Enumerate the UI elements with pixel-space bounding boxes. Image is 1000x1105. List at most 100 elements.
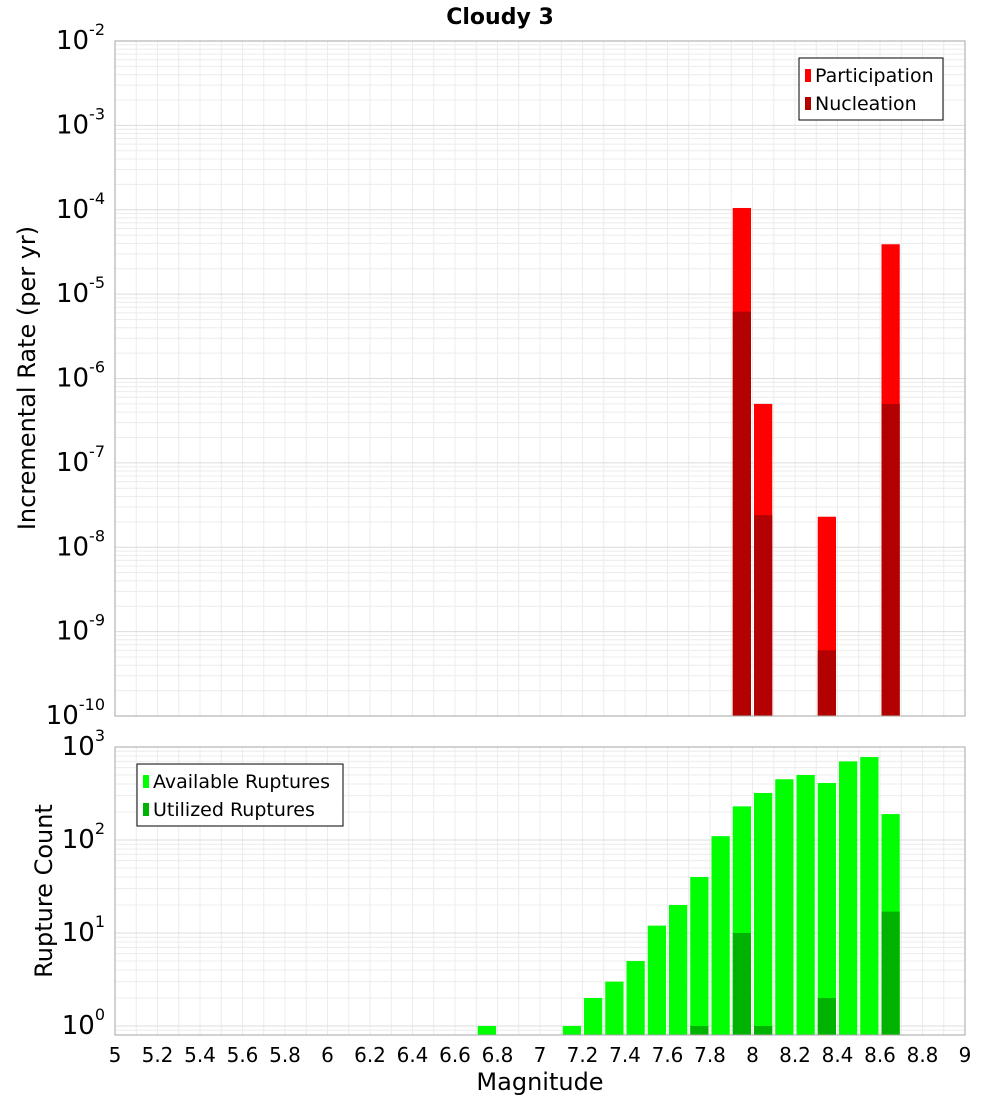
x-tick-label: 9 bbox=[959, 1043, 972, 1067]
y-tick-label: 10-7 bbox=[56, 442, 105, 478]
y-tick-exponent: -7 bbox=[89, 442, 105, 461]
bar-primary bbox=[839, 761, 858, 1035]
legend-label: Available Ruptures bbox=[153, 771, 330, 793]
x-tick-label: 6 bbox=[321, 1043, 334, 1067]
bar-secondary bbox=[754, 515, 773, 716]
y-tick-base: 10 bbox=[56, 279, 89, 309]
y-tick-label: 103 bbox=[62, 726, 105, 762]
y-tick-label: 100 bbox=[62, 1005, 105, 1041]
y-tick-exponent: -3 bbox=[89, 104, 105, 123]
y-tick-exponent: -10 bbox=[79, 695, 105, 714]
y-tick-label: 10-3 bbox=[56, 104, 105, 140]
x-tick-label: 6.2 bbox=[354, 1043, 386, 1067]
y-tick-base: 10 bbox=[56, 617, 89, 647]
y-tick-label: 10-2 bbox=[56, 20, 105, 56]
legend-label: Nucleation bbox=[815, 93, 917, 115]
x-tick-label: 7.6 bbox=[652, 1043, 684, 1067]
y-tick-exponent: -4 bbox=[89, 189, 105, 208]
legend-box bbox=[798, 57, 944, 121]
x-tick-label: 5.4 bbox=[184, 1043, 216, 1067]
y-tick-label: 10-10 bbox=[46, 695, 105, 731]
legend-label: Participation bbox=[815, 65, 934, 87]
y-tick-exponent: -5 bbox=[89, 273, 105, 292]
y-tick-exponent: -8 bbox=[89, 526, 105, 545]
bar-primary bbox=[754, 793, 773, 1035]
bar-primary bbox=[711, 836, 730, 1035]
x-tick-label: 7.2 bbox=[567, 1043, 599, 1067]
y-tick-base: 10 bbox=[56, 364, 89, 394]
bar-primary bbox=[647, 925, 666, 1035]
bars bbox=[732, 207, 900, 717]
y-tick-base: 10 bbox=[56, 448, 89, 478]
x-tick-label: 8.8 bbox=[907, 1043, 939, 1067]
y-tick-exponent: 1 bbox=[95, 912, 105, 931]
plot-border bbox=[114, 746, 966, 1036]
y-axis-title: Incremental Rate (per yr) bbox=[13, 226, 41, 530]
y-tick-exponent: 3 bbox=[95, 726, 105, 745]
legend: Available Ruptures Utilized Ruptures bbox=[136, 763, 344, 827]
y-axis-title: Rupture Count bbox=[30, 804, 58, 978]
y-tick-exponent: -9 bbox=[89, 611, 105, 630]
bar-secondary bbox=[732, 311, 751, 716]
y-tick-label: 102 bbox=[62, 819, 105, 855]
y-tick-base: 10 bbox=[62, 825, 95, 855]
legend-swatch bbox=[143, 775, 149, 788]
x-tick-label: 7.8 bbox=[694, 1043, 726, 1067]
x-tick-label: 6.6 bbox=[439, 1043, 471, 1067]
y-tick-base: 10 bbox=[56, 195, 89, 225]
x-tick-label: 5.8 bbox=[269, 1043, 301, 1067]
bar-secondary bbox=[817, 997, 836, 1035]
y-tick-base: 10 bbox=[56, 532, 89, 562]
legend: Participation Nucleation bbox=[798, 57, 944, 121]
legend-label: Utilized Ruptures bbox=[153, 799, 315, 821]
y-tick-base: 10 bbox=[62, 732, 95, 762]
x-tick-label: 5 bbox=[109, 1043, 122, 1067]
y-tick-exponent: -6 bbox=[89, 358, 105, 377]
y-tick-base: 10 bbox=[46, 701, 79, 731]
x-tick-label: 7.4 bbox=[609, 1043, 641, 1067]
x-tick-label: 8.4 bbox=[822, 1043, 854, 1067]
bar-secondary bbox=[817, 650, 836, 716]
y-tick-base: 10 bbox=[56, 110, 89, 140]
bar-secondary bbox=[690, 1025, 709, 1035]
bar-primary bbox=[775, 779, 794, 1035]
bar-primary bbox=[690, 877, 709, 1035]
x-tick-label: 8 bbox=[746, 1043, 759, 1067]
y-tick-exponent: 0 bbox=[95, 1005, 105, 1024]
y-tick-base: 10 bbox=[62, 918, 95, 948]
x-tick-label: 6.4 bbox=[397, 1043, 429, 1067]
x-tick-label: 8.6 bbox=[864, 1043, 896, 1067]
bar-secondary bbox=[881, 403, 900, 716]
grid bbox=[114, 41, 966, 717]
y-tick-base: 10 bbox=[56, 26, 89, 56]
y-tick-label: 10-4 bbox=[56, 189, 105, 225]
bar-primary bbox=[796, 774, 815, 1035]
x-tick-label: 5.6 bbox=[227, 1043, 259, 1067]
bar-primary bbox=[605, 981, 624, 1035]
bar-secondary bbox=[754, 1025, 773, 1035]
x-tick-label: 8.2 bbox=[779, 1043, 811, 1067]
y-tick-label: 101 bbox=[62, 912, 105, 948]
top-plot: 10-1010-910-810-710-610-510-410-310-2Inc… bbox=[13, 20, 966, 731]
y-tick-label: 10-5 bbox=[56, 273, 105, 309]
y-tick-exponent: 2 bbox=[95, 819, 105, 838]
x-tick-labels: 5 5.2 5.4 5.6 5.8 6 6.2 6.4 6.6 6.8 7 7.2 7.4 7.6 7.8 8… bbox=[109, 1043, 972, 1067]
legend-swatch bbox=[805, 97, 811, 110]
y-tick-label: 10-9 bbox=[56, 611, 105, 647]
plot-border bbox=[114, 40, 966, 717]
y-tick-base: 10 bbox=[62, 1011, 95, 1041]
bar-primary bbox=[562, 1025, 581, 1035]
x-tick-label: 7 bbox=[534, 1043, 547, 1067]
x-tick-label: 6.8 bbox=[482, 1043, 514, 1067]
legend-box bbox=[136, 763, 344, 827]
x-axis-title: Magnitude bbox=[476, 1068, 603, 1096]
chart-title: Cloudy 3 bbox=[446, 5, 554, 30]
bar-primary bbox=[817, 783, 836, 1035]
legend-swatch bbox=[143, 803, 149, 816]
y-tick-exponent: -2 bbox=[89, 20, 105, 39]
